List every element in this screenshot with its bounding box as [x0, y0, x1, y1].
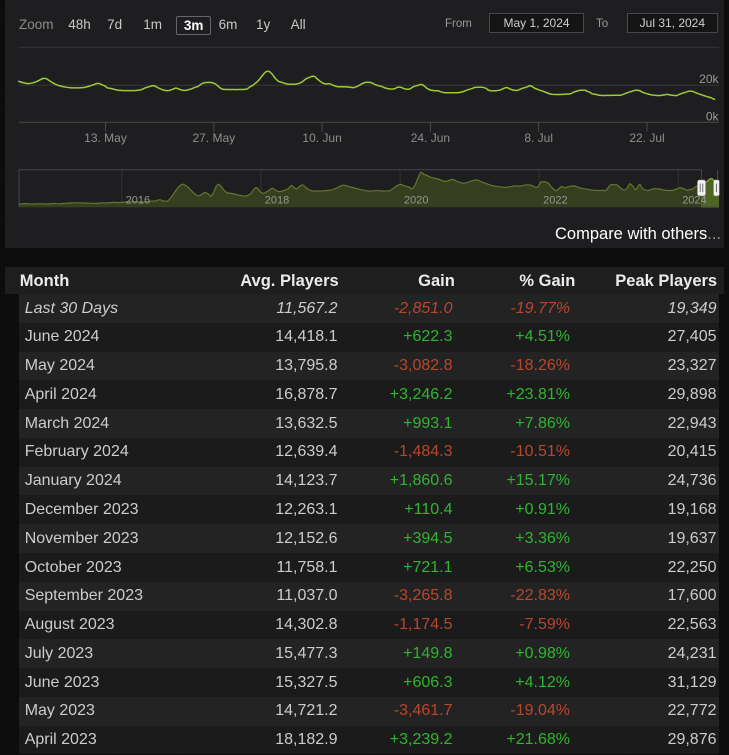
svg-text:8. Jul: 8. Jul	[524, 131, 553, 145]
svg-text:13. May: 13. May	[84, 131, 127, 145]
svg-text:2020: 2020	[404, 194, 428, 206]
svg-text:2016: 2016	[126, 194, 150, 206]
svg-text:20k: 20k	[699, 72, 719, 86]
svg-text:22. Jul: 22. Jul	[629, 131, 664, 145]
svg-text:27. May: 27. May	[192, 131, 235, 145]
svg-text:2022: 2022	[543, 194, 567, 206]
svg-text:0k: 0k	[706, 110, 720, 124]
svg-text:10. Jun: 10. Jun	[302, 131, 341, 145]
svg-text:24. Jun: 24. Jun	[411, 131, 450, 145]
svg-text:2018: 2018	[265, 194, 289, 206]
svg-text:2024: 2024	[682, 194, 706, 206]
